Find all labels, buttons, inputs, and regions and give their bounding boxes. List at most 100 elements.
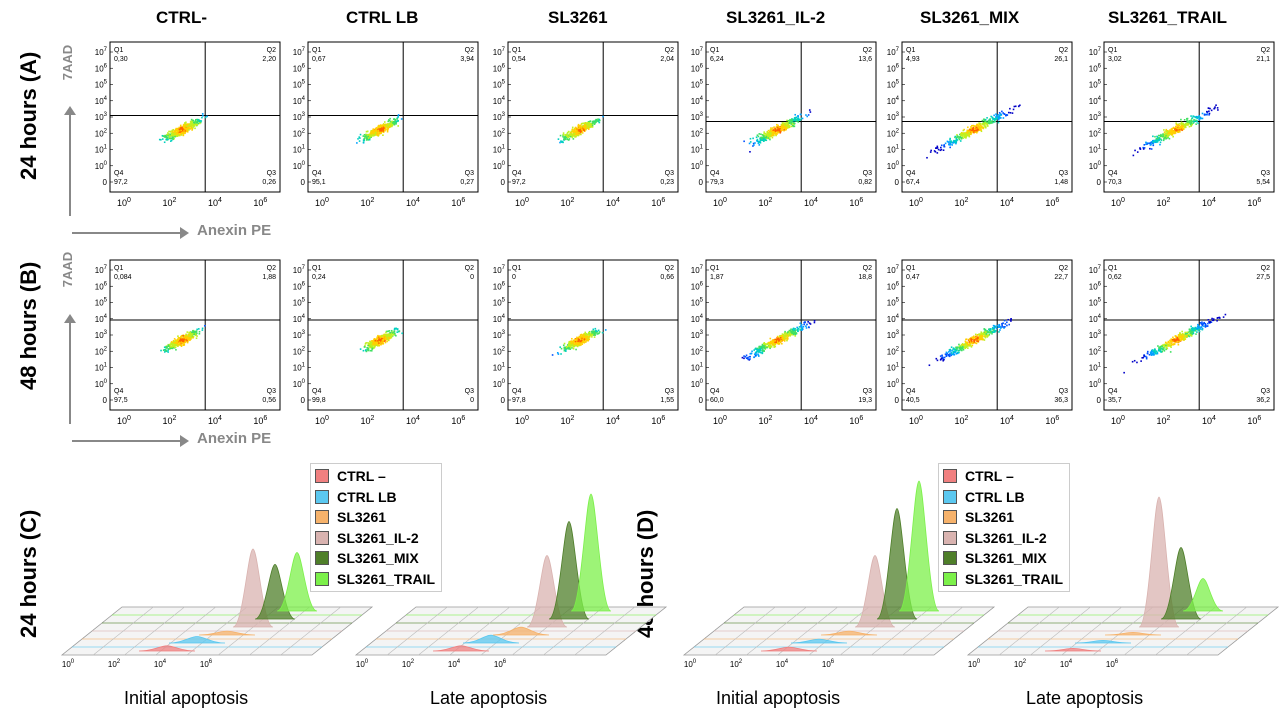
event-dot — [793, 119, 795, 122]
event-dot — [951, 349, 953, 352]
event-dot — [949, 141, 951, 144]
event-dot — [780, 338, 783, 341]
event-dot — [571, 135, 573, 138]
event-dot — [963, 132, 965, 135]
event-dot — [1155, 139, 1157, 142]
event-dot — [959, 140, 962, 142]
x-tick-label: 102 — [162, 197, 176, 208]
tick-exponent: 7 — [896, 47, 900, 53]
event-dot — [763, 350, 765, 352]
y-tick-label: 0 — [501, 396, 506, 405]
event-dot — [1163, 350, 1166, 352]
event-dot — [1185, 333, 1188, 336]
event-dot — [396, 331, 399, 333]
quadrant-name: Q4 — [906, 170, 915, 177]
event-dot — [788, 126, 791, 129]
quadrant-value: 79,3 — [710, 179, 724, 186]
event-dot — [588, 120, 591, 123]
event-dot — [779, 335, 782, 338]
x-tick-label: 102 — [360, 415, 374, 426]
event-dot — [766, 134, 769, 137]
event-dot — [991, 122, 993, 124]
quadrant-name: Q2 — [1059, 265, 1068, 272]
event-dot — [395, 120, 397, 123]
event-dot — [933, 150, 936, 152]
event-dot — [978, 338, 980, 341]
event-dot — [580, 122, 583, 125]
event-dot — [977, 125, 980, 127]
event-dot — [1169, 129, 1171, 131]
event-dot — [174, 135, 176, 138]
y-tick-label: 105 — [887, 298, 900, 308]
event-dot — [1011, 112, 1014, 114]
event-dot — [362, 349, 365, 352]
event-dot — [1177, 343, 1180, 346]
event-dot — [992, 324, 995, 327]
event-dot — [970, 338, 972, 341]
event-dot — [161, 134, 164, 137]
event-dot — [366, 136, 368, 139]
event-dot — [184, 341, 187, 343]
quadrant-name: Q1 — [906, 265, 915, 272]
event-dot — [998, 331, 1000, 333]
event-dot — [955, 346, 957, 349]
event-dot — [583, 125, 585, 127]
tick-exponent: 1 — [1098, 145, 1102, 151]
event-dot — [759, 345, 761, 348]
tick-exponent: 7 — [104, 265, 108, 271]
quadrant-value: 0,47 — [906, 274, 920, 281]
tick-exponent: 6 — [1098, 281, 1102, 287]
event-dot — [1178, 340, 1180, 342]
y-tick-label: 107 — [887, 265, 900, 275]
event-dot — [997, 114, 1000, 116]
event-dot — [565, 348, 567, 351]
y-tick-label: 101 — [1089, 363, 1102, 373]
event-dot — [1216, 319, 1218, 322]
event-dot — [798, 326, 801, 328]
event-dot — [398, 330, 401, 332]
event-dot — [571, 133, 573, 136]
event-dot — [1210, 321, 1213, 323]
event-dot — [952, 348, 954, 350]
event-dot — [195, 118, 197, 121]
event-dot — [167, 344, 170, 347]
column-header: CTRL- — [156, 8, 207, 27]
event-dot — [1164, 136, 1167, 139]
event-dot — [957, 349, 960, 352]
event-dot — [179, 339, 182, 342]
event-dot — [979, 124, 982, 127]
event-dot — [560, 347, 563, 350]
event-dot — [391, 334, 393, 337]
event-dot — [169, 133, 172, 136]
event-dot — [189, 128, 192, 130]
event-dot — [365, 130, 368, 133]
event-dot — [942, 359, 944, 362]
quadrant-name: Q4 — [1108, 388, 1117, 395]
event-dot — [964, 344, 967, 346]
event-dot — [575, 131, 577, 133]
event-dot — [174, 130, 177, 133]
event-dot — [189, 331, 191, 334]
event-dot — [173, 137, 175, 140]
event-dot — [195, 123, 197, 126]
event-dot — [1139, 147, 1141, 149]
tick-exponent: 6 — [302, 63, 306, 69]
event-dot — [396, 118, 398, 120]
tick-exponent: 1 — [104, 363, 108, 369]
event-dot — [981, 119, 984, 122]
event-dot — [950, 140, 953, 142]
event-dot — [969, 344, 972, 346]
event-dot — [559, 346, 561, 348]
tick-exponent: 3 — [502, 330, 506, 336]
event-dot — [368, 342, 370, 345]
event-dot — [183, 341, 186, 344]
event-dot — [985, 333, 988, 335]
event-dot — [387, 337, 390, 339]
event-dot — [770, 134, 772, 136]
quadrant-name: Q3 — [465, 388, 474, 395]
event-dot — [997, 117, 999, 119]
event-dot — [969, 133, 971, 135]
event-dot — [379, 132, 381, 135]
x-tick-label: 100 — [713, 415, 727, 426]
event-dot — [174, 341, 177, 344]
